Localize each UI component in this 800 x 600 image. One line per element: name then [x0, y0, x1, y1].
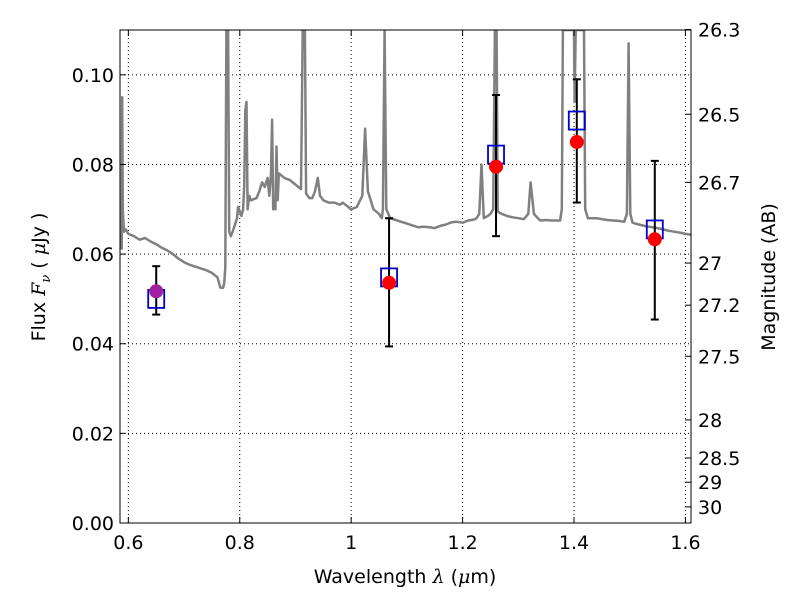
y-ticks: 0.00 0.02 0.04 0.06 0.08 0.10: [72, 65, 126, 535]
x-tick-label: 0.8: [225, 532, 255, 554]
y2-tick-label: 26.7: [698, 172, 740, 194]
x-tick-label: 1: [345, 532, 357, 554]
observed-flux-point: [569, 135, 584, 150]
y-tick-label: 0.04: [72, 334, 114, 356]
plot-frame: [119, 29, 692, 524]
x-tick-label: 0.6: [113, 532, 143, 554]
spectrum-line: [120, 30, 691, 289]
observed-flux-point: [149, 284, 164, 299]
data-points-layer: [147, 78, 664, 348]
observed-flux-point: [489, 159, 504, 174]
x-tick-label: 1.2: [447, 532, 477, 554]
y2-tick-label: 27.2: [698, 295, 740, 317]
y2-tick-label: 29: [698, 472, 722, 494]
y-tick-label: 0.10: [72, 65, 114, 87]
spectrum-layer: [120, 30, 691, 289]
y-axis-title: Flux Fν ( μJy ): [28, 213, 54, 342]
y-tick-label: 0.00: [72, 513, 114, 535]
y2-tick-label: 28.5: [698, 448, 740, 470]
observed-flux-point: [382, 275, 397, 290]
y2-tick-label: 26.3: [698, 20, 740, 42]
y2-tick-label: 26.5: [698, 104, 740, 126]
y2-ticks: 26.3 26.5 26.7 27 27.2 27.5 28 28.529 30: [685, 20, 740, 519]
y2-tick-label: 30: [698, 497, 722, 519]
y2-tick-label: 27: [698, 253, 722, 275]
y-tick-label: 0.02: [72, 423, 114, 445]
y2-tick-label: 27.5: [698, 346, 740, 368]
model-flux-box: [567, 110, 586, 131]
x-tick-label: 1.4: [559, 532, 589, 554]
y-tick-label: 0.06: [72, 244, 114, 266]
x-ticks: 0.6 0.8 1 1.2 1.4 1.6: [113, 30, 701, 554]
observed-flux-point: [647, 232, 662, 247]
y-tick-label: 0.08: [72, 154, 114, 176]
x-axis-title: Wavelength λ (μm): [314, 566, 497, 588]
y2-tick-label: 28: [698, 410, 722, 432]
y2-axis-title: Magnitude (AB): [758, 203, 780, 351]
x-tick-label: 1.6: [670, 532, 700, 554]
